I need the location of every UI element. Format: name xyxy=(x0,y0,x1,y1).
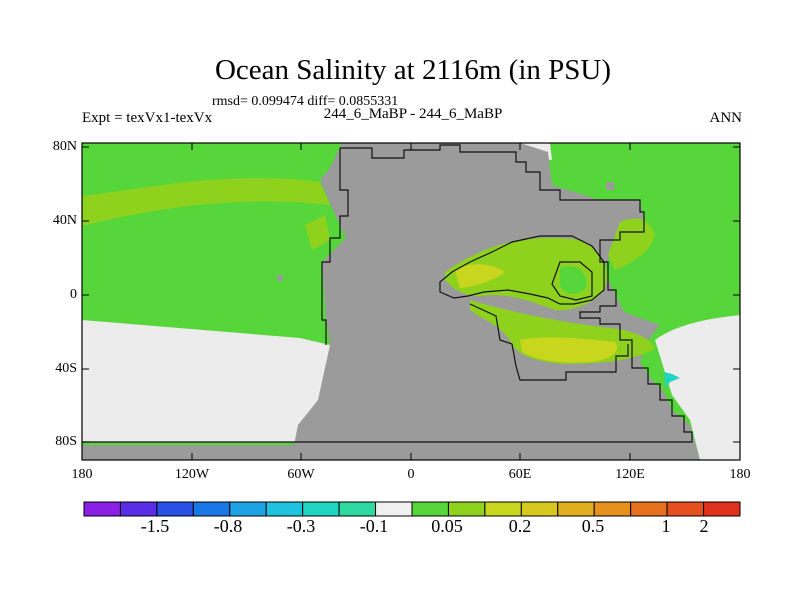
island xyxy=(606,182,614,190)
colorbar-label: 0.5 xyxy=(581,516,605,536)
colorbar-swatch xyxy=(119,501,158,517)
x-tick-marks xyxy=(81,143,741,460)
case-label: 244_6_MaBP - 244_6_MaBP xyxy=(323,106,503,122)
colorbar-swatch xyxy=(630,501,668,517)
x-tick-label: 60W xyxy=(287,467,315,482)
x-tick-label: 120E xyxy=(615,467,645,482)
colorbar-swatch xyxy=(557,501,595,517)
tethys-inner-green xyxy=(560,266,587,294)
colorbar-swatch xyxy=(703,501,741,517)
tethys-yellow xyxy=(455,264,505,288)
y-tick-label: 40S xyxy=(55,361,77,376)
colorbar-swatch xyxy=(411,501,449,517)
north-pacific-band xyxy=(82,177,330,226)
colorbar-swatch xyxy=(375,501,413,517)
x-tick-label: 180 xyxy=(71,467,93,482)
western-continent xyxy=(82,143,700,460)
colorbar-label: -0.3 xyxy=(286,516,316,536)
cyan-patch xyxy=(664,372,680,388)
map-field xyxy=(82,143,740,460)
island xyxy=(412,143,442,153)
colorbar-label: -0.1 xyxy=(359,516,389,536)
colorbar xyxy=(83,501,741,517)
y-tick-label: 40N xyxy=(52,213,77,228)
colorbar-swatch xyxy=(338,501,377,517)
season-label: ANN xyxy=(709,110,743,126)
tethys-outline xyxy=(439,235,605,305)
southern-outline xyxy=(469,303,629,381)
colorbar-swatch xyxy=(156,501,194,517)
island xyxy=(277,275,283,281)
east-sea-light xyxy=(608,218,655,270)
colorbar-label: -1.5 xyxy=(140,516,170,536)
colorbar-swatch xyxy=(593,501,632,517)
inner-outline xyxy=(551,261,593,301)
south-pacific-missing xyxy=(82,320,330,442)
colorbar-label: -0.8 xyxy=(213,516,243,536)
west-coast-light xyxy=(305,215,330,250)
plot-title: Ocean Salinity at 2116m (in PSU) xyxy=(214,54,612,86)
colorbar-swatch xyxy=(229,501,267,517)
colorbar-swatch xyxy=(83,501,121,517)
colorbar-swatch xyxy=(666,501,705,517)
colorbar-label: 0.05 xyxy=(431,516,463,536)
y-tick-label: 80N xyxy=(52,139,77,154)
y-tick-label: 80S xyxy=(55,434,77,449)
experiment-label: Expt = texVx1-texVx xyxy=(82,110,213,126)
colorbar-label: 1 xyxy=(661,516,671,536)
x-tick-label: 180 xyxy=(729,467,751,482)
colorbar-swatch xyxy=(484,501,522,517)
x-tick-label: 120W xyxy=(174,467,210,482)
colorbar-label: 0.2 xyxy=(508,516,532,536)
colorbar-label: 2 xyxy=(699,516,709,536)
south-east-missing xyxy=(655,315,740,460)
y-tick-marks xyxy=(82,146,740,443)
colorbar-swatch xyxy=(520,501,559,517)
y-tick-label: 0 xyxy=(70,287,77,302)
southern-yellow xyxy=(520,337,618,363)
colorbar-swatch xyxy=(192,501,231,517)
x-tick-label: 0 xyxy=(407,467,415,482)
stats-subtitle: rmsd= 0.099474 diff= 0.0855331 xyxy=(212,94,399,109)
colorbar-swatch xyxy=(447,501,486,517)
colorbar-swatch xyxy=(302,501,340,517)
colorbar-swatch xyxy=(265,501,304,517)
x-tick-label: 60E xyxy=(508,467,532,482)
